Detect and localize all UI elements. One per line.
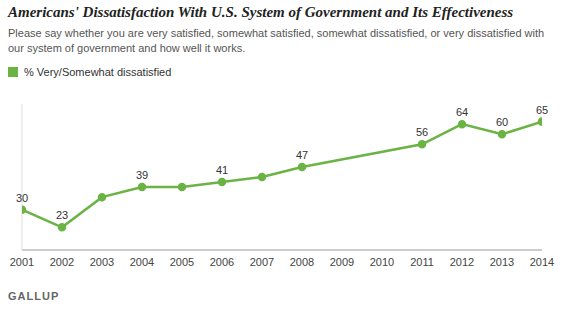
svg-text:47: 47 xyxy=(296,149,308,161)
svg-text:60: 60 xyxy=(496,116,508,128)
html-text:Please say whether you are ver: Please say whether you are very satisfie… xyxy=(8,27,545,54)
svg-text:65: 65 xyxy=(536,104,548,116)
svg-text:2011: 2011 xyxy=(410,256,434,268)
svg-text:2008: 2008 xyxy=(290,256,314,268)
svg-text:56: 56 xyxy=(416,126,428,138)
html-text:Americans' Dissatisfaction Wit: Americans' Dissatisfaction With U.S. Sys… xyxy=(8,4,514,20)
svg-text:2004: 2004 xyxy=(130,256,154,268)
svg-text:30: 30 xyxy=(16,192,28,204)
svg-text:2013: 2013 xyxy=(490,256,514,268)
svg-text:2010: 2010 xyxy=(370,256,394,268)
svg-text:2003: 2003 xyxy=(90,256,114,268)
html-text:% Very/Somewhat dissatisfied: % Very/Somewhat dissatisfied xyxy=(24,66,172,78)
svg-text:2014: 2014 xyxy=(530,256,554,268)
svg-text:64: 64 xyxy=(456,106,468,118)
svg-text:23: 23 xyxy=(56,209,68,221)
svg-text:2012: 2012 xyxy=(450,256,474,268)
html-text:GALLUP: GALLUP xyxy=(8,290,60,302)
svg-text:2005: 2005 xyxy=(170,256,194,268)
svg-text:2001: 2001 xyxy=(10,256,34,268)
svg-text:2009: 2009 xyxy=(330,256,354,268)
svg-text:2007: 2007 xyxy=(250,256,274,268)
svg-text:2006: 2006 xyxy=(210,256,234,268)
svg-text:41: 41 xyxy=(216,164,228,176)
svg-text:39: 39 xyxy=(136,169,148,181)
svg-text:2002: 2002 xyxy=(50,256,74,268)
